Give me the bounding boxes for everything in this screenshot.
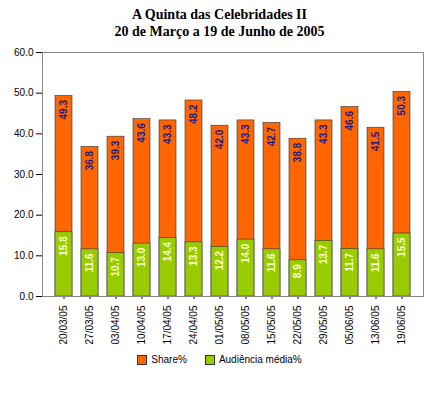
svg-text:46.6: 46.6: [344, 111, 355, 131]
svg-text:13.3: 13.3: [188, 246, 199, 266]
svg-text:0.0: 0.0: [20, 291, 34, 302]
svg-text:12.2: 12.2: [214, 250, 225, 270]
svg-text:50.0: 50.0: [14, 87, 34, 98]
html-text:Audiência média%: Audiência média%: [218, 354, 302, 365]
svg-text:29/05/05: 29/05/05: [318, 305, 329, 344]
svg-text:10.7: 10.7: [110, 257, 121, 277]
svg-text:10.0: 10.0: [14, 250, 34, 261]
svg-text:36.8: 36.8: [84, 150, 95, 170]
svg-text:14.4: 14.4: [162, 242, 173, 262]
svg-text:38.8: 38.8: [292, 142, 303, 162]
svg-text:42.0: 42.0: [214, 129, 225, 149]
svg-text:24/04/05: 24/04/05: [188, 305, 199, 344]
svg-text:60.0: 60.0: [14, 47, 34, 58]
svg-text:42.7: 42.7: [266, 126, 277, 146]
svg-text:05/06/05: 05/06/05: [344, 305, 355, 344]
svg-text:11.6: 11.6: [266, 253, 277, 272]
svg-text:13.0: 13.0: [136, 247, 147, 267]
svg-text:03/04/05: 03/04/05: [110, 305, 121, 344]
svg-text:19/06/05: 19/06/05: [396, 305, 407, 344]
svg-text:49.3: 49.3: [58, 100, 69, 120]
svg-text:43.3: 43.3: [240, 124, 251, 144]
svg-text:20.0: 20.0: [14, 209, 34, 220]
svg-text:11.6: 11.6: [370, 253, 381, 272]
html-text:Share%: Share%: [151, 354, 187, 365]
svg-text:15/05/05: 15/05/05: [266, 305, 277, 344]
svg-text:15.8: 15.8: [58, 236, 69, 256]
html-text:20 de Março a 19 de Junho de 2: 20 de Março a 19 de Junho de 2005: [114, 24, 325, 39]
svg-text:17/04/05: 17/04/05: [162, 305, 173, 344]
svg-text:20/03/05: 20/03/05: [58, 305, 69, 344]
svg-text:11.7: 11.7: [344, 252, 355, 271]
svg-text:40.0: 40.0: [14, 128, 34, 139]
svg-text:01/05/05: 01/05/05: [214, 305, 225, 344]
svg-text:43.3: 43.3: [318, 124, 329, 144]
svg-text:50.3: 50.3: [396, 96, 407, 116]
svg-text:10/04/05: 10/04/05: [136, 305, 147, 344]
svg-text:11.6: 11.6: [84, 253, 95, 272]
svg-text:48.2: 48.2: [188, 104, 199, 124]
svg-text:39.3: 39.3: [110, 140, 121, 160]
svg-text:14.0: 14.0: [240, 243, 251, 263]
svg-text:30.0: 30.0: [14, 169, 34, 180]
svg-text:13.7: 13.7: [318, 244, 329, 264]
svg-text:15.5: 15.5: [396, 237, 407, 257]
svg-text:27/03/05: 27/03/05: [84, 305, 95, 344]
svg-text:43.3: 43.3: [162, 124, 173, 144]
svg-text:13/06/05: 13/06/05: [370, 305, 381, 344]
svg-text:8.9: 8.9: [292, 264, 303, 278]
svg-text:41.5: 41.5: [370, 131, 381, 151]
svg-text:22/05/05: 22/05/05: [292, 305, 303, 344]
html-text:A Quinta das Celebridades II: A Quinta das Celebridades II: [132, 7, 307, 22]
svg-text:08/05/05: 08/05/05: [240, 305, 251, 344]
svg-text:43.6: 43.6: [136, 123, 147, 143]
